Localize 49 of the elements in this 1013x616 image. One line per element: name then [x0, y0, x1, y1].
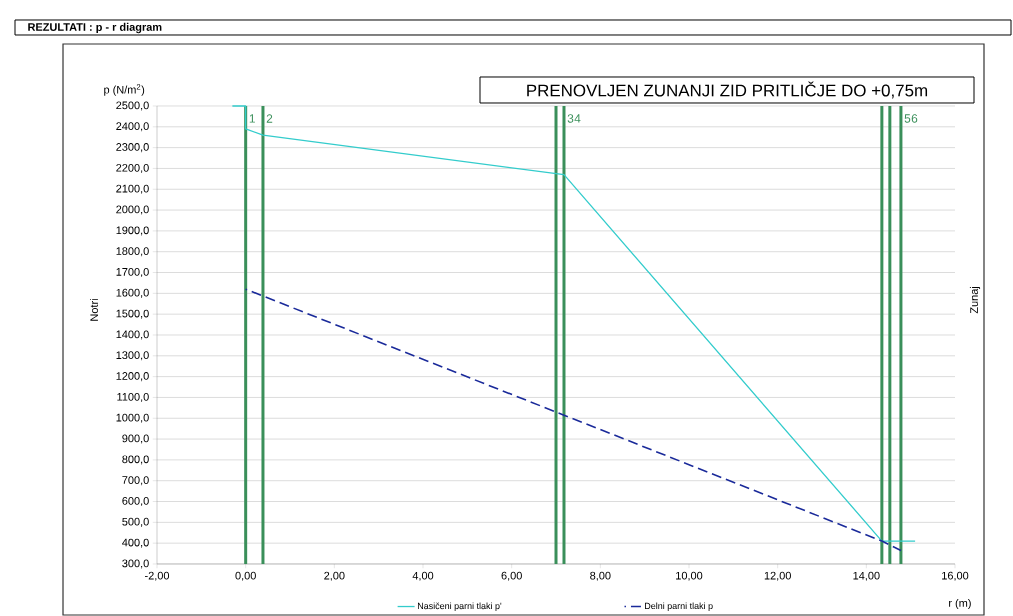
x-tick-label: 8,00 — [590, 571, 611, 581]
chart-title: REZULTATI : p - r diagram — [28, 22, 162, 34]
x-tick-label: 4,00 — [412, 571, 434, 581]
y-tick-label: 600,0 — [122, 497, 149, 507]
y-tick-label: 1800,0 — [116, 247, 149, 257]
x-tick-label: 2,00 — [324, 571, 345, 581]
y-tick-label: 2100,0 — [116, 184, 149, 194]
x-axis-title: r (m) — [949, 598, 971, 610]
annotation: 4 — [574, 114, 581, 123]
y-tick-label: 1700,0 — [116, 268, 149, 278]
y-axis-title: p (N/m$^{2}$) — [104, 84, 145, 96]
x-tick-label: 16,00 — [942, 571, 969, 581]
annotation: 6 — [911, 114, 918, 123]
line-series — [231, 105, 916, 542]
y-tick-label: 900,0 — [122, 434, 149, 444]
y-tick-label: 800,0 — [122, 455, 149, 465]
annotation: 5 — [904, 114, 911, 123]
text: Notri — [89, 299, 99, 321]
y-tick-label: 2300,0 — [116, 143, 149, 153]
x-tick-label: 0,00 — [235, 571, 256, 581]
y-tick-label: 1300,0 — [116, 351, 149, 361]
y-tick-label: 400,0 — [122, 538, 149, 548]
y-tick-label: 2500,0 — [116, 101, 149, 111]
legend-label: Delni parni tlaki p — [645, 602, 713, 611]
annotation: 3 — [567, 114, 574, 123]
annotation: 1 — [249, 114, 255, 123]
y-tick-label: 2200,0 — [116, 163, 149, 173]
y-tick-label: 700,0 — [122, 476, 149, 486]
chart-subtitle: PRENOVLJEN ZUNANJI ZID PRITLIČJE DO +0,75m — [527, 81, 928, 99]
y-tick-label: 500,0 — [122, 517, 149, 527]
x-tick-label: 10,00 — [676, 571, 703, 581]
y-tick-label: 1200,0 — [116, 372, 149, 382]
y-tick-label: 1000,0 — [116, 413, 149, 423]
x-tick-label: -2,00 — [145, 571, 170, 581]
y-tick-label: 1400,0 — [116, 330, 149, 340]
y-tick-label: 1600,0 — [116, 288, 149, 298]
y-tick-label: 2400,0 — [116, 122, 149, 132]
legend-label: Nasičeni parni tlaki p' — [417, 602, 502, 611]
x-tick-label: 14,00 — [853, 571, 880, 581]
x-tick-label: 6,00 — [501, 571, 522, 581]
y-tick-label: 1100,0 — [117, 392, 149, 402]
x-tick-label: 12,00 — [764, 571, 791, 581]
y-tick-label: 300,0 — [122, 559, 149, 569]
text: Zunaj — [969, 287, 981, 314]
y-tick-label: 1900,0 — [116, 226, 149, 236]
line-series — [244, 288, 902, 552]
y-tick-label: 1500,0 — [116, 309, 149, 319]
y-tick-label: 2000,0 — [116, 205, 149, 215]
annotation: 2 — [266, 114, 273, 123]
